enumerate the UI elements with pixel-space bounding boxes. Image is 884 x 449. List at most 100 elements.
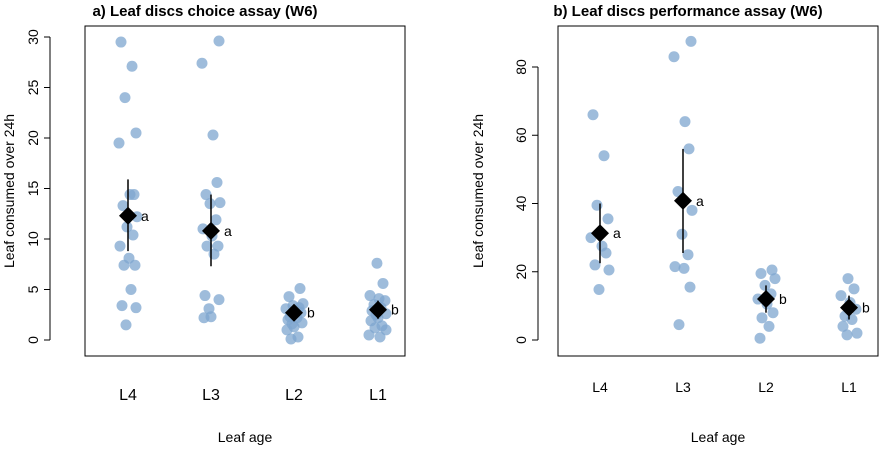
data-point (116, 300, 128, 312)
group-letter-label: b (862, 300, 870, 316)
y-tick-label: 20 (25, 130, 41, 146)
y-tick-label: 30 (25, 29, 41, 45)
data-point (199, 290, 211, 302)
panel-a-y-axis-label: Leaf consumed over 24h (1, 114, 17, 268)
panel-b-title: b) Leaf discs performance assay (W6) (553, 3, 822, 20)
data-point (117, 200, 129, 212)
data-point (281, 324, 293, 336)
panel-b-plot-frame (557, 25, 879, 357)
data-point (377, 277, 389, 289)
data-point (130, 127, 142, 139)
mean-marker (202, 221, 220, 240)
data-point (128, 189, 140, 201)
data-point (363, 329, 375, 341)
group-letter-label: b (779, 291, 787, 307)
data-point (683, 143, 695, 155)
data-point (842, 273, 854, 285)
data-point (121, 221, 133, 233)
data-point (682, 249, 694, 261)
panel-a-title: a) Leaf discs choice assay (W6) (92, 3, 317, 20)
y-tick-label: 5 (25, 285, 41, 293)
data-point (213, 35, 225, 47)
data-point (587, 109, 599, 121)
mean-marker (591, 224, 609, 243)
data-point (759, 279, 771, 291)
panel-a-y-axis: 0 5 10 15 20 25 30 (25, 29, 51, 344)
y-tick-label: 40 (513, 196, 529, 212)
x-tick-label: L4 (119, 387, 137, 404)
mean-marker (119, 206, 137, 225)
y-tick-label: 80 (513, 59, 529, 75)
data-point (213, 294, 225, 306)
panel-a-means: a a b b (119, 179, 399, 322)
group-letter-label: b (391, 302, 399, 318)
data-point (600, 247, 612, 259)
data-point (756, 312, 768, 324)
data-point (686, 204, 698, 216)
data-point (125, 284, 137, 295)
panel-b-y-axis-label: Leaf consumed over 24h (470, 114, 486, 268)
panel-b-performance-assay: b) Leaf discs performance assay (W6) Lea… (470, 3, 879, 445)
mean-marker (369, 300, 387, 319)
data-point (130, 302, 142, 314)
data-point (684, 281, 696, 293)
data-point (364, 290, 376, 302)
data-point (755, 267, 767, 279)
x-tick-label: L2 (285, 387, 303, 404)
data-point (851, 327, 863, 339)
data-point (685, 35, 697, 47)
data-point (602, 213, 614, 225)
data-point (204, 198, 216, 210)
data-point (598, 150, 610, 162)
x-tick-label: L4 (592, 379, 608, 395)
data-point (126, 60, 138, 72)
data-point (678, 262, 690, 274)
mean-marker (285, 303, 303, 322)
data-point (841, 329, 853, 341)
panel-b-means: a a b b (591, 148, 870, 320)
data-point (589, 259, 601, 271)
data-point (198, 312, 210, 324)
y-tick-label: 60 (513, 127, 529, 143)
panel-a-x-axis: L4 L3 L2 L1 (119, 387, 387, 404)
data-point (593, 283, 605, 295)
mean-marker (674, 191, 692, 210)
data-point (115, 36, 127, 48)
data-point (214, 197, 226, 209)
data-point (283, 291, 295, 303)
group-letter-label: a (224, 223, 232, 239)
y-tick-label: 0 (25, 336, 41, 344)
data-point (676, 228, 688, 240)
panel-b-y-axis: 0 20 40 60 80 (513, 59, 539, 344)
y-tick-label: 25 (25, 80, 41, 96)
data-point (767, 307, 779, 319)
data-point (848, 283, 860, 295)
data-point (113, 137, 125, 149)
panel-b-points (585, 35, 863, 344)
data-point (201, 240, 213, 252)
data-point (371, 257, 383, 269)
group-letter-label: a (696, 193, 704, 209)
data-point (129, 259, 141, 271)
x-tick-label: L1 (369, 387, 387, 404)
y-tick-label: 0 (513, 336, 529, 344)
data-point (835, 290, 847, 302)
data-point (120, 319, 132, 331)
mean-marker (757, 290, 775, 309)
panel-a-points (113, 35, 392, 345)
panel-a-plot-frame (84, 25, 406, 357)
data-point (668, 51, 680, 63)
data-point (679, 116, 691, 128)
data-point (118, 259, 130, 271)
data-point (210, 214, 222, 226)
group-letter-label: a (613, 225, 621, 241)
data-point (769, 273, 781, 285)
x-tick-label: L3 (202, 387, 220, 404)
x-tick-label: L2 (758, 379, 774, 395)
data-point (119, 92, 131, 104)
data-point (196, 57, 208, 69)
data-point (285, 333, 297, 345)
data-point (754, 332, 766, 344)
data-point (603, 264, 615, 276)
